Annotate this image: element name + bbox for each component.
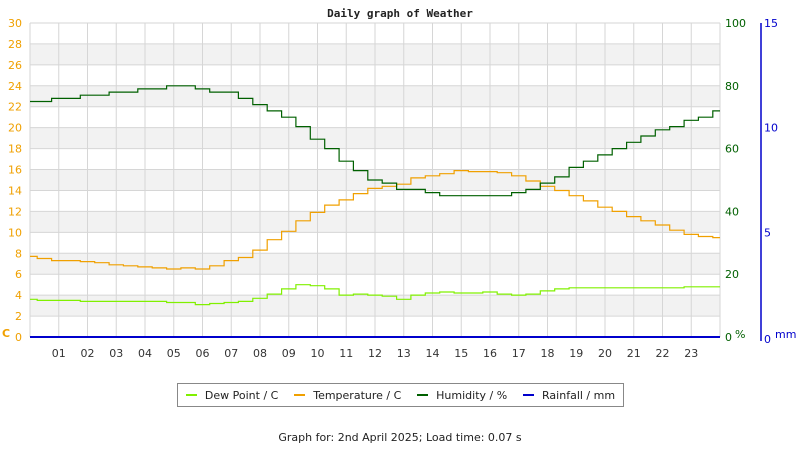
left-axis-tick: 6	[15, 268, 22, 281]
left-axis-tick: 28	[8, 38, 22, 51]
humidity-axis-tick: 60	[725, 143, 739, 156]
x-axis-tick: 10	[311, 347, 325, 360]
left-axis-tick: 24	[8, 80, 22, 93]
rain-axis-tick: 10	[764, 122, 778, 135]
temperature-swatch-icon	[294, 394, 306, 396]
left-axis-tick: 22	[8, 101, 22, 114]
x-axis-tick: 13	[397, 347, 411, 360]
left-axis-tick: 16	[8, 164, 22, 177]
chart-title: Daily graph of Weather	[327, 7, 473, 20]
dew-point-swatch-icon	[185, 394, 197, 396]
x-axis-tick: 11	[339, 347, 353, 360]
legend: Dew Point / C Temperature / C Humidity /…	[177, 383, 624, 407]
legend-label: Temperature / C	[313, 388, 402, 402]
legend-item-humidity: Humidity / %	[417, 389, 507, 402]
legend-label: Humidity / %	[436, 388, 508, 402]
left-axis-tick: 30	[8, 17, 22, 30]
legend-item-temperature: Temperature / C	[294, 389, 401, 402]
left-axis-tick: 4	[15, 289, 22, 302]
x-axis-tick: 05	[167, 347, 181, 360]
dew-point-c-line	[30, 284, 720, 306]
x-axis-tick: 14	[426, 347, 440, 360]
legend-item-rainfall: Rainfall / mm	[523, 389, 615, 402]
x-axis-tick: 07	[224, 347, 238, 360]
x-axis-tick: 08	[253, 347, 267, 360]
humidity-axis-tick: 40	[725, 205, 739, 218]
x-axis-tick: 16	[483, 347, 497, 360]
x-axis-tick: 03	[109, 347, 123, 360]
x-axis-tick: 20	[598, 347, 612, 360]
humidity-axis-tick: 0	[725, 331, 732, 344]
left-axis-tick: 20	[8, 122, 22, 135]
x-axis-tick: 04	[138, 347, 152, 360]
legend-item-dew-point: Dew Point / C	[185, 388, 279, 402]
x-axis-tick: 19	[569, 347, 583, 360]
temperature-c-line	[30, 170, 720, 270]
x-axis-tick: 22	[656, 347, 670, 360]
left-axis-tick: 0	[15, 331, 22, 344]
x-axis-tick: 06	[196, 347, 210, 360]
rainfall-swatch-icon	[523, 394, 535, 396]
left-axis-tick: 26	[8, 59, 22, 72]
x-axis-tick: 18	[541, 347, 555, 360]
humidity-swatch-icon	[417, 394, 429, 396]
footer-status: Graph for: 2nd April 2025; Load time: 0.…	[278, 431, 522, 444]
rain-axis-unit: mm	[775, 328, 796, 341]
rain-axis-tick: 5	[764, 226, 771, 239]
rain-axis-tick: 15	[764, 17, 778, 30]
plot-series	[30, 85, 720, 338]
left-axis-tick: 10	[8, 226, 22, 239]
rain-axis-tick: 0	[764, 333, 771, 346]
x-axis-tick: 17	[512, 347, 526, 360]
left-axis-tick: 18	[8, 143, 22, 156]
x-axis-tick: 21	[627, 347, 641, 360]
x-axis-tick: 15	[454, 347, 468, 360]
humidity-axis-tick: 20	[725, 268, 739, 281]
legend-label: Rainfall / mm	[542, 388, 616, 402]
x-axis-tick: 01	[52, 347, 66, 360]
legend-label: Dew Point / C	[204, 388, 279, 402]
humidity-line	[30, 85, 720, 197]
left-axis-unit: C	[2, 327, 10, 340]
humidity-axis-tick: 80	[725, 80, 739, 93]
humidity-axis-unit: %	[735, 328, 745, 341]
x-axis-tick: 09	[282, 347, 296, 360]
left-axis-tick: 12	[8, 205, 22, 218]
x-axis-tick: 02	[81, 347, 95, 360]
x-axis-tick: 12	[368, 347, 382, 360]
left-axis-tick: 8	[15, 247, 22, 260]
x-axis-tick: 23	[684, 347, 698, 360]
humidity-axis-tick: 100	[725, 17, 746, 30]
left-axis-tick: 14	[8, 184, 22, 197]
left-axis-tick: 2	[15, 310, 22, 323]
